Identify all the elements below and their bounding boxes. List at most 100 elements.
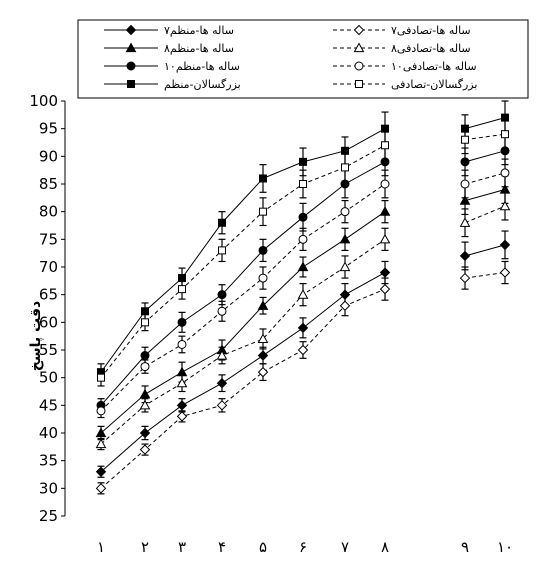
series-line bbox=[464, 172, 506, 185]
square-marker bbox=[178, 285, 186, 294]
diamond-marker bbox=[499, 267, 511, 278]
series-6 bbox=[96, 158, 510, 419]
legend-label: ۷ساله ها-تصادفی bbox=[391, 24, 471, 37]
triangle-marker bbox=[139, 388, 151, 399]
x-tick-label: ۴ bbox=[218, 538, 226, 556]
y-tick-label: 40 bbox=[39, 424, 58, 442]
diamond-marker bbox=[297, 322, 309, 334]
x-tick-label: ۹ bbox=[461, 538, 469, 556]
y-tick-label: 90 bbox=[39, 147, 58, 165]
series-4 bbox=[95, 260, 511, 495]
x-tick-label: ۶ bbox=[299, 538, 307, 556]
x-tick-label: ۱۰ bbox=[497, 538, 513, 556]
y-tick-label: 75 bbox=[39, 230, 58, 248]
legend-box bbox=[77, 19, 529, 99]
y-tick-label: 65 bbox=[39, 286, 58, 304]
triangle-marker bbox=[379, 206, 391, 216]
triangle-marker bbox=[95, 438, 107, 449]
circle-marker bbox=[177, 317, 187, 327]
series-line bbox=[100, 211, 386, 434]
y-tick-label: 70 bbox=[39, 258, 58, 276]
diamond-marker bbox=[459, 250, 471, 262]
legend-item: ۸ساله ها-منظم bbox=[104, 42, 234, 55]
diamond-marker bbox=[257, 350, 269, 361]
diamond-marker bbox=[139, 427, 151, 439]
triangle-marker bbox=[176, 377, 188, 388]
series-line bbox=[100, 128, 386, 373]
axes: 25 30 35 40 45 50 55 60 65 70 75 80 85 90 95 100 ۱ ۲ ۳ ۴ ۵ ۶ ۷… bbox=[29, 92, 513, 556]
diamond-marker bbox=[459, 272, 471, 284]
square-marker bbox=[501, 130, 509, 139]
circle-marker bbox=[177, 339, 187, 349]
triangle-marker bbox=[379, 233, 391, 244]
legend-label: ۱۰ساله ها-تصادفی bbox=[391, 60, 477, 73]
series-line bbox=[464, 244, 506, 257]
y-tick-label: 60 bbox=[39, 313, 58, 331]
legend: ۷ساله ها-منظم ۸ساله ها-منظم ۱۰ساله ها-منظم… bbox=[77, 19, 529, 99]
legend-item: ۷ساله ها-منظم bbox=[104, 24, 234, 37]
x-tick-label: ۷ bbox=[341, 538, 349, 556]
diamond-marker bbox=[257, 366, 269, 378]
x-tick-label: ۲ bbox=[141, 538, 149, 556]
y-tick-label: 35 bbox=[39, 452, 58, 470]
legend-label: ۸ساله ها-تصادفی bbox=[391, 42, 471, 55]
series-0 bbox=[95, 230, 511, 478]
circle-marker bbox=[460, 157, 470, 167]
square-marker bbox=[259, 174, 267, 183]
series-1 bbox=[95, 175, 511, 441]
triangle-marker bbox=[139, 399, 151, 410]
diamond-marker bbox=[379, 283, 391, 295]
circle-marker bbox=[217, 290, 227, 300]
y-tick-label: 30 bbox=[39, 479, 58, 497]
circle-marker bbox=[140, 362, 150, 372]
square-marker bbox=[218, 246, 226, 255]
circle-marker bbox=[354, 61, 364, 71]
square-marker bbox=[381, 141, 389, 150]
diamond-marker bbox=[379, 267, 391, 278]
legend-label: ۷ساله ها-منظم bbox=[164, 24, 234, 37]
series-line bbox=[100, 272, 386, 473]
diamond-marker bbox=[176, 400, 188, 411]
square-marker bbox=[218, 218, 226, 227]
series-line bbox=[464, 117, 506, 130]
y-tick-label: 85 bbox=[39, 175, 58, 193]
series-line bbox=[100, 183, 386, 412]
series-line bbox=[464, 205, 506, 224]
legend-item: بزرگسالان-منظم bbox=[104, 78, 241, 91]
y-tick-label: 25 bbox=[39, 507, 58, 525]
diamond-marker bbox=[95, 466, 107, 477]
series-line bbox=[100, 238, 386, 445]
y-axis-label: دقت پاسخ bbox=[28, 301, 44, 371]
triangle-marker bbox=[459, 217, 471, 227]
square-marker bbox=[97, 373, 105, 382]
square-marker bbox=[355, 80, 363, 88]
series-line bbox=[100, 144, 386, 378]
triangle-marker bbox=[353, 42, 365, 53]
circle-marker bbox=[140, 351, 150, 361]
circle-marker bbox=[126, 61, 136, 71]
y-tick-label: 80 bbox=[39, 203, 58, 221]
legend-item: ۱۰ساله ها-تصادفی bbox=[333, 60, 477, 73]
circle-marker bbox=[500, 168, 510, 178]
y-tick-label: 50 bbox=[39, 369, 58, 387]
series-line bbox=[100, 161, 386, 406]
legend-label: بزرگسالان-منظم bbox=[164, 78, 241, 91]
y-tick-label: 55 bbox=[39, 341, 58, 359]
diamond-marker bbox=[339, 300, 351, 311]
series-line bbox=[100, 288, 386, 489]
y-tick-label: 45 bbox=[39, 396, 58, 414]
triangle-marker bbox=[216, 350, 228, 360]
triangle-marker bbox=[339, 261, 351, 272]
circle-marker bbox=[298, 234, 308, 244]
triangle-marker bbox=[339, 233, 351, 244]
square-marker bbox=[461, 135, 469, 144]
legend-label: ۸ساله ها-منظم bbox=[164, 42, 234, 55]
diamond-marker bbox=[216, 400, 228, 411]
square-marker bbox=[127, 80, 135, 88]
square-marker bbox=[299, 157, 307, 166]
x-tick-label: ۵ bbox=[259, 538, 267, 556]
circle-marker bbox=[258, 245, 268, 255]
square-marker bbox=[141, 318, 149, 327]
triangle-marker bbox=[125, 42, 137, 53]
series-line bbox=[464, 150, 506, 163]
